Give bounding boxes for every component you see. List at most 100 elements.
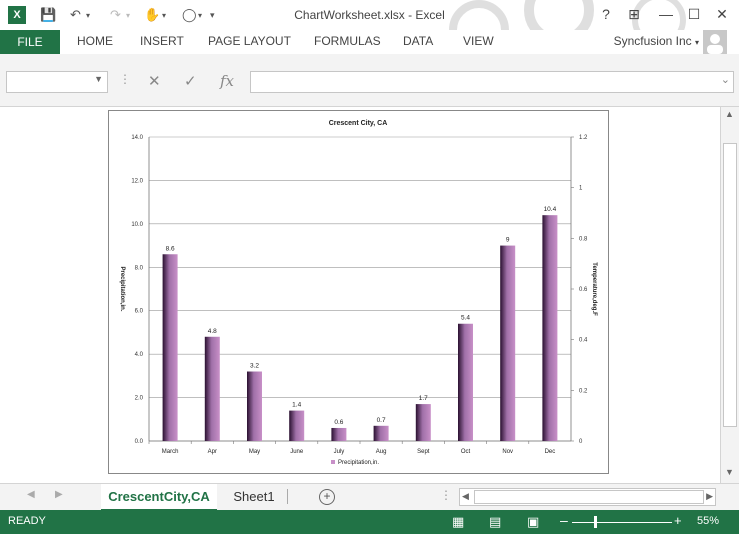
avatar[interactable] <box>703 30 727 54</box>
data-label: 0.7 <box>377 417 386 424</box>
y2-tick-label: 0.4 <box>579 338 588 344</box>
enter-icon[interactable]: ✓ <box>184 73 197 90</box>
y2-tick-label: 0.2 <box>579 388 588 394</box>
horizontal-scroll-thumb[interactable] <box>474 490 704 504</box>
worksheet-area[interactable]: Crescent City, CA 0.0 2.0 4.0 6.0 8.0 10.0 12.0… <box>0 107 720 483</box>
legend-label: Precipitation,in. <box>338 460 379 466</box>
bar <box>500 245 516 441</box>
name-box[interactable]: ▼ <box>6 71 108 93</box>
account-dropdown-icon[interactable]: ▾ <box>694 38 699 47</box>
x-tick-label: Sept <box>417 449 430 455</box>
x-tick-label: July <box>334 449 345 455</box>
tab-data[interactable]: DATA <box>403 34 434 48</box>
tab-file[interactable]: FILE <box>0 30 60 54</box>
cancel-icon[interactable]: ✕ <box>148 73 161 90</box>
zoom-slider-thumb[interactable] <box>594 516 597 528</box>
bar <box>542 215 558 441</box>
title-bar: X 💾 ↶ ▾ ↷ ▾ ✋ ▾ ◯ ▾ ▾ ChartWorksheet.xls… <box>0 0 739 30</box>
tab-split-grip-icon[interactable]: ⋮ <box>440 488 452 502</box>
minimize-button[interactable]: — <box>659 6 673 22</box>
redo-icon[interactable]: ↷ <box>110 7 121 22</box>
legend-swatch <box>331 460 335 464</box>
help-button[interactable]: ? <box>602 6 610 22</box>
y-axis-title: Precipitation,in. <box>119 266 125 311</box>
normal-view-icon[interactable]: ▦ <box>452 514 465 529</box>
save-icon[interactable]: 💾 <box>40 7 57 22</box>
y-tick-label: 0.0 <box>135 439 144 445</box>
zoom-in-icon[interactable]: + <box>674 513 682 528</box>
y2-tick-label: 1.2 <box>579 135 588 141</box>
scroll-down-icon[interactable]: ▼ <box>725 467 734 477</box>
zoom-slider-track[interactable] <box>572 522 672 523</box>
scroll-left-icon[interactable]: ◀ <box>462 491 469 501</box>
scroll-up-icon[interactable]: ▲ <box>725 109 734 119</box>
expand-formula-icon[interactable]: ⌄ <box>720 74 730 86</box>
name-box-dropdown-icon[interactable]: ▼ <box>94 74 103 84</box>
formula-bar: ▼ ⋮ ✕ ✓ fx ⌄ <box>0 54 739 107</box>
formula-bar-grip-icon: ⋮ <box>119 72 131 86</box>
customize-toolbar-icon[interactable]: ▾ <box>210 10 215 20</box>
data-label: 5.4 <box>461 315 470 322</box>
x-tick-label: June <box>290 449 304 455</box>
new-sheet-button[interactable]: + <box>319 489 335 505</box>
bar <box>289 410 305 441</box>
y2-tick-label: 0 <box>579 439 583 445</box>
prev-sheet-icon[interactable]: ◀ <box>27 489 35 500</box>
redo-dropdown-icon[interactable]: ▾ <box>126 11 131 20</box>
tab-insert[interactable]: INSERT <box>140 34 184 48</box>
y-tick-label: 12.0 <box>131 178 143 184</box>
undo-icon[interactable]: ↶ <box>70 7 81 22</box>
zoom-level[interactable]: 55% <box>696 515 719 527</box>
next-sheet-icon[interactable]: ▶ <box>55 489 63 500</box>
y2-tick-label: 0.6 <box>579 287 588 293</box>
y-tick-label: 4.0 <box>135 352 144 358</box>
y-tick-label: 8.0 <box>135 265 144 271</box>
formula-input[interactable]: ⌄ <box>250 71 734 93</box>
touch-mode-icon[interactable]: ✋ <box>144 7 161 22</box>
tab-home[interactable]: HOME <box>77 34 113 48</box>
bar <box>373 425 389 441</box>
x-tick-label: May <box>249 449 260 455</box>
bar <box>162 254 178 441</box>
x-tick-label: Dec <box>545 449 556 455</box>
bar <box>458 323 473 441</box>
sheet-tab-crescentcity[interactable]: CrescentCity,CA <box>101 484 217 512</box>
x-tick-label: March <box>162 449 179 455</box>
account-name[interactable]: Syncfusion Inc ▾ <box>613 34 699 48</box>
page-layout-view-icon[interactable]: ▤ <box>489 514 502 529</box>
chart[interactable]: Crescent City, CA 0.0 2.0 4.0 6.0 8.0 10.0 12.0… <box>108 110 609 474</box>
y-tick-label: 14.0 <box>131 135 143 141</box>
zoom-out-icon[interactable]: – <box>560 512 568 528</box>
bar <box>415 404 431 441</box>
ribbon-tabs: FILE HOME INSERT PAGE LAYOUT FORMULAS DA… <box>0 30 739 54</box>
x-tick-label: Oct <box>461 449 471 455</box>
bar <box>247 371 262 441</box>
vertical-scrollbar[interactable]: ▲ ▼ <box>720 107 739 483</box>
maximize-button[interactable]: ☐ <box>687 6 701 22</box>
data-label: 1.7 <box>419 395 428 402</box>
x-tick-label: Apr <box>208 449 217 455</box>
tab-page-layout[interactable]: PAGE LAYOUT <box>208 34 291 48</box>
insert-function-button[interactable]: fx <box>220 72 235 90</box>
horizontal-scrollbar[interactable]: ◀ ▶ <box>459 488 716 506</box>
undo-dropdown-icon[interactable]: ▾ <box>86 11 91 20</box>
page-break-view-icon[interactable]: ▣ <box>527 514 540 529</box>
ribbon-display-button[interactable]: ⊞ <box>628 6 640 22</box>
close-button[interactable]: ✕ <box>716 6 728 22</box>
data-label: 1.4 <box>292 402 301 409</box>
sheet-tab-sheet1[interactable]: Sheet1 <box>233 489 275 504</box>
y-tick-label: 6.0 <box>135 309 144 315</box>
shapes-icon[interactable]: ◯ <box>182 7 197 22</box>
scroll-right-icon[interactable]: ▶ <box>706 491 713 501</box>
chart-title: Crescent City, CA <box>329 120 388 127</box>
data-label: 4.8 <box>208 328 217 335</box>
tab-view[interactable]: VIEW <box>463 34 494 48</box>
y2-tick-label: 1 <box>579 186 583 192</box>
tab-formulas[interactable]: FORMULAS <box>314 34 381 48</box>
vertical-scroll-thumb[interactable] <box>723 143 737 427</box>
touch-dropdown-icon[interactable]: ▾ <box>162 11 167 20</box>
data-label: 9 <box>506 237 510 244</box>
data-label: 8.6 <box>166 245 175 252</box>
shapes-dropdown-icon[interactable]: ▾ <box>198 11 203 20</box>
window-title: ChartWorksheet.xlsx - Excel <box>294 8 445 22</box>
